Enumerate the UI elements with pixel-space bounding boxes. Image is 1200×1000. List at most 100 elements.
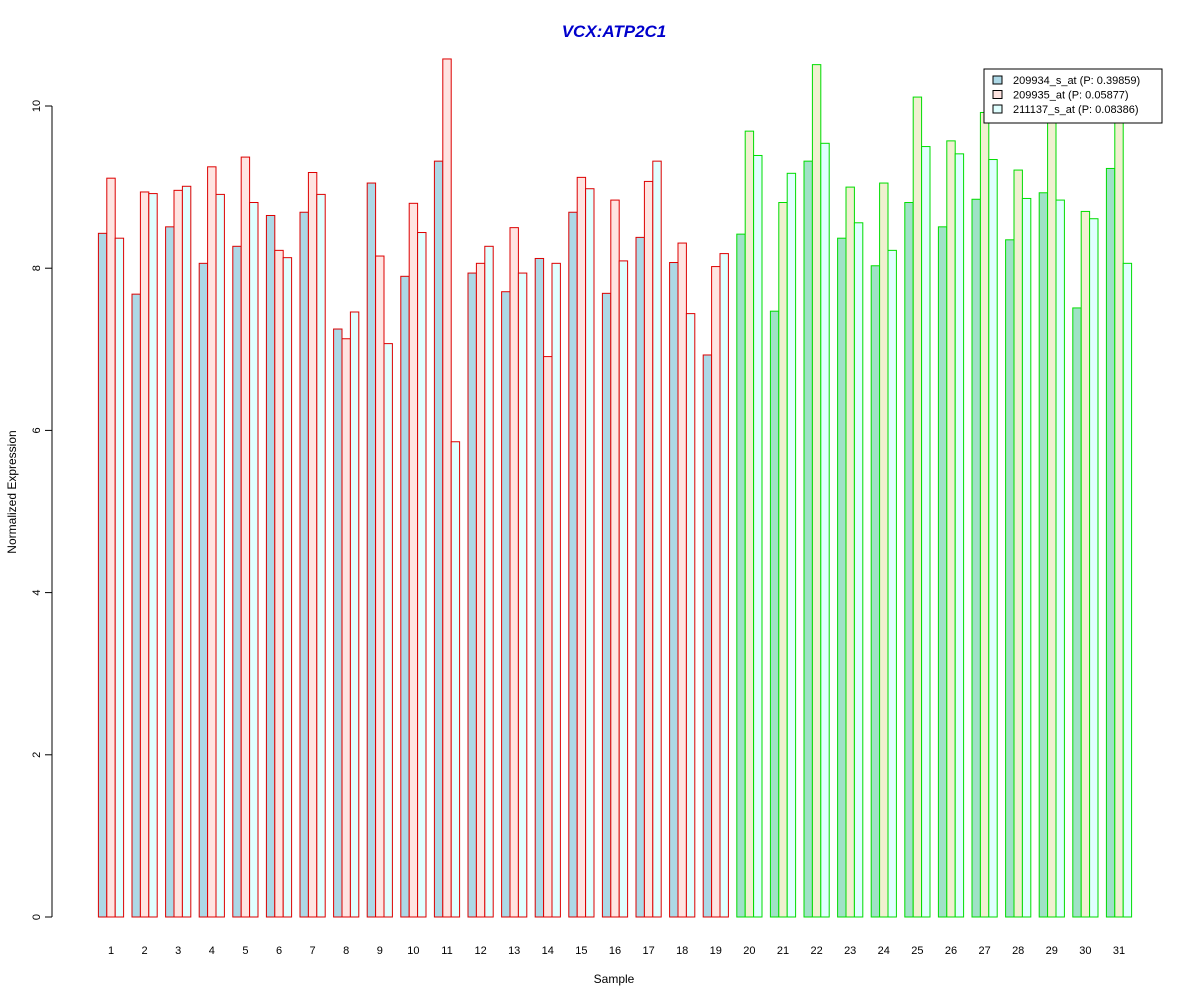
bar-sample-13-series-1 bbox=[501, 291, 511, 918]
bar-sample-23-series-1 bbox=[837, 237, 847, 918]
bar-sample-30-series-3 bbox=[1089, 218, 1099, 918]
x-tick-label: 17 bbox=[642, 945, 654, 957]
bar-sample-2-series-2 bbox=[139, 191, 150, 918]
bar-sample-10-series-3 bbox=[417, 232, 427, 918]
bar-sample-23-series-2 bbox=[845, 186, 855, 918]
bar-sample-8-series-2 bbox=[341, 338, 351, 918]
bar-sample-7-series-2 bbox=[307, 172, 318, 918]
bar-sample-1-series-3 bbox=[114, 237, 125, 918]
y-tick-label: 2 bbox=[31, 752, 43, 758]
bar-sample-6-series-1 bbox=[265, 214, 276, 918]
y-tick-label: 6 bbox=[31, 427, 43, 433]
bar-sample-4-series-1 bbox=[198, 262, 209, 918]
legend-swatch bbox=[992, 90, 1003, 99]
bar-sample-21-series-3 bbox=[786, 172, 797, 918]
bar-sample-7-series-3 bbox=[316, 193, 326, 918]
x-tick-label: 1 bbox=[108, 945, 114, 957]
bar-sample-11-series-3 bbox=[450, 441, 461, 918]
bar-sample-22-series-2 bbox=[811, 64, 822, 918]
bar-sample-12-series-2 bbox=[475, 262, 486, 918]
bar-marks bbox=[97, 58, 1133, 918]
bar-sample-11-series-2 bbox=[442, 58, 452, 918]
x-tick-label: 20 bbox=[743, 945, 755, 957]
x-tick-label: 16 bbox=[609, 945, 621, 957]
bar-sample-27-series-2 bbox=[979, 111, 990, 918]
bar-sample-29-series-3 bbox=[1055, 199, 1065, 918]
bar-sample-18-series-2 bbox=[677, 242, 687, 918]
bar-sample-22-series-3 bbox=[820, 142, 830, 918]
x-tick-label: 21 bbox=[777, 945, 789, 957]
bar-sample-8-series-3 bbox=[349, 311, 360, 918]
y-tick-label: 8 bbox=[31, 265, 43, 271]
bar-sample-6-series-2 bbox=[274, 249, 284, 918]
bar-sample-10-series-2 bbox=[408, 202, 419, 918]
legend-entry-label: 211137_s_at (P: 0.08386) bbox=[1013, 104, 1139, 116]
bar-sample-9-series-2 bbox=[375, 255, 385, 918]
x-tick-label: 4 bbox=[209, 945, 215, 957]
bar-sample-23-series-3 bbox=[853, 222, 864, 918]
bar-sample-4-series-2 bbox=[207, 166, 217, 918]
bar-sample-12-series-3 bbox=[484, 245, 494, 918]
bar-sample-24-series-3 bbox=[887, 249, 897, 918]
bar-sample-2-series-1 bbox=[131, 293, 141, 918]
bar-sample-25-series-2 bbox=[912, 96, 923, 918]
bar-sample-12-series-1 bbox=[467, 272, 477, 918]
bar-sample-18-series-3 bbox=[685, 313, 696, 918]
bar-sample-5-series-1 bbox=[232, 245, 242, 918]
bar-sample-28-series-1 bbox=[1005, 239, 1015, 918]
bar-sample-28-series-2 bbox=[1013, 169, 1023, 918]
x-tick-label: 11 bbox=[441, 945, 452, 957]
bar-sample-9-series-1 bbox=[366, 182, 377, 918]
bar-sample-26-series-2 bbox=[946, 140, 956, 918]
bar-sample-19-series-3 bbox=[719, 253, 729, 918]
bar-sample-3-series-3 bbox=[181, 185, 192, 918]
bar-sample-29-series-2 bbox=[1047, 107, 1057, 918]
bar-sample-20-series-2 bbox=[744, 130, 755, 918]
bar-sample-11-series-1 bbox=[433, 160, 444, 918]
y-tick-label: 4 bbox=[31, 590, 43, 596]
x-tick-label: 24 bbox=[878, 945, 890, 957]
bar-sample-16-series-1 bbox=[601, 292, 612, 918]
bar-sample-24-series-2 bbox=[879, 182, 889, 918]
bar-sample-19-series-1 bbox=[702, 354, 713, 918]
bar-sample-2-series-3 bbox=[148, 193, 158, 918]
bar-sample-29-series-1 bbox=[1038, 192, 1049, 918]
bar-sample-31-series-1 bbox=[1105, 167, 1116, 918]
bar-sample-24-series-1 bbox=[870, 265, 881, 918]
bar-sample-20-series-1 bbox=[736, 233, 746, 918]
legend-swatch bbox=[992, 104, 1003, 114]
x-tick-label: 3 bbox=[175, 945, 181, 957]
bar-sample-20-series-3 bbox=[753, 154, 763, 918]
x-tick-label: 23 bbox=[844, 945, 856, 957]
bar-sample-19-series-2 bbox=[711, 266, 721, 918]
bar-sample-16-series-2 bbox=[610, 199, 620, 918]
x-tick-label: 25 bbox=[911, 945, 923, 957]
bar-sample-22-series-1 bbox=[803, 160, 813, 918]
y-tick-label: 10 bbox=[31, 100, 43, 112]
y-tick-label: 0 bbox=[31, 914, 43, 920]
legend-box bbox=[983, 68, 1163, 124]
chart-title: VCX:ATP2C1 bbox=[562, 22, 667, 41]
bar-sample-31-series-3 bbox=[1122, 262, 1133, 918]
x-tick-label: 12 bbox=[474, 945, 486, 957]
bar-sample-27-series-1 bbox=[971, 198, 981, 918]
x-axis-label: Sample bbox=[594, 972, 635, 986]
x-tick-label: 9 bbox=[377, 945, 383, 957]
bar-sample-8-series-1 bbox=[333, 328, 343, 918]
x-tick-label: 7 bbox=[310, 945, 316, 957]
bar-sample-1-series-1 bbox=[97, 232, 108, 918]
bar-sample-14-series-2 bbox=[543, 356, 553, 918]
x-tick-label: 19 bbox=[710, 945, 722, 957]
bar-sample-18-series-1 bbox=[669, 262, 679, 918]
bar-sample-13-series-3 bbox=[517, 272, 528, 918]
x-tick-label: 26 bbox=[945, 945, 957, 957]
bar-sample-13-series-2 bbox=[509, 227, 519, 918]
legend-entry-label: 209935_at (P: 0.05877) bbox=[1013, 90, 1129, 102]
bar-sample-5-series-2 bbox=[240, 156, 251, 918]
x-tick-label: 6 bbox=[276, 945, 282, 957]
bar-sample-9-series-3 bbox=[383, 343, 393, 918]
bar-sample-15-series-2 bbox=[576, 176, 587, 918]
bar-sample-7-series-1 bbox=[299, 211, 309, 918]
bar-sample-28-series-3 bbox=[1021, 197, 1032, 918]
